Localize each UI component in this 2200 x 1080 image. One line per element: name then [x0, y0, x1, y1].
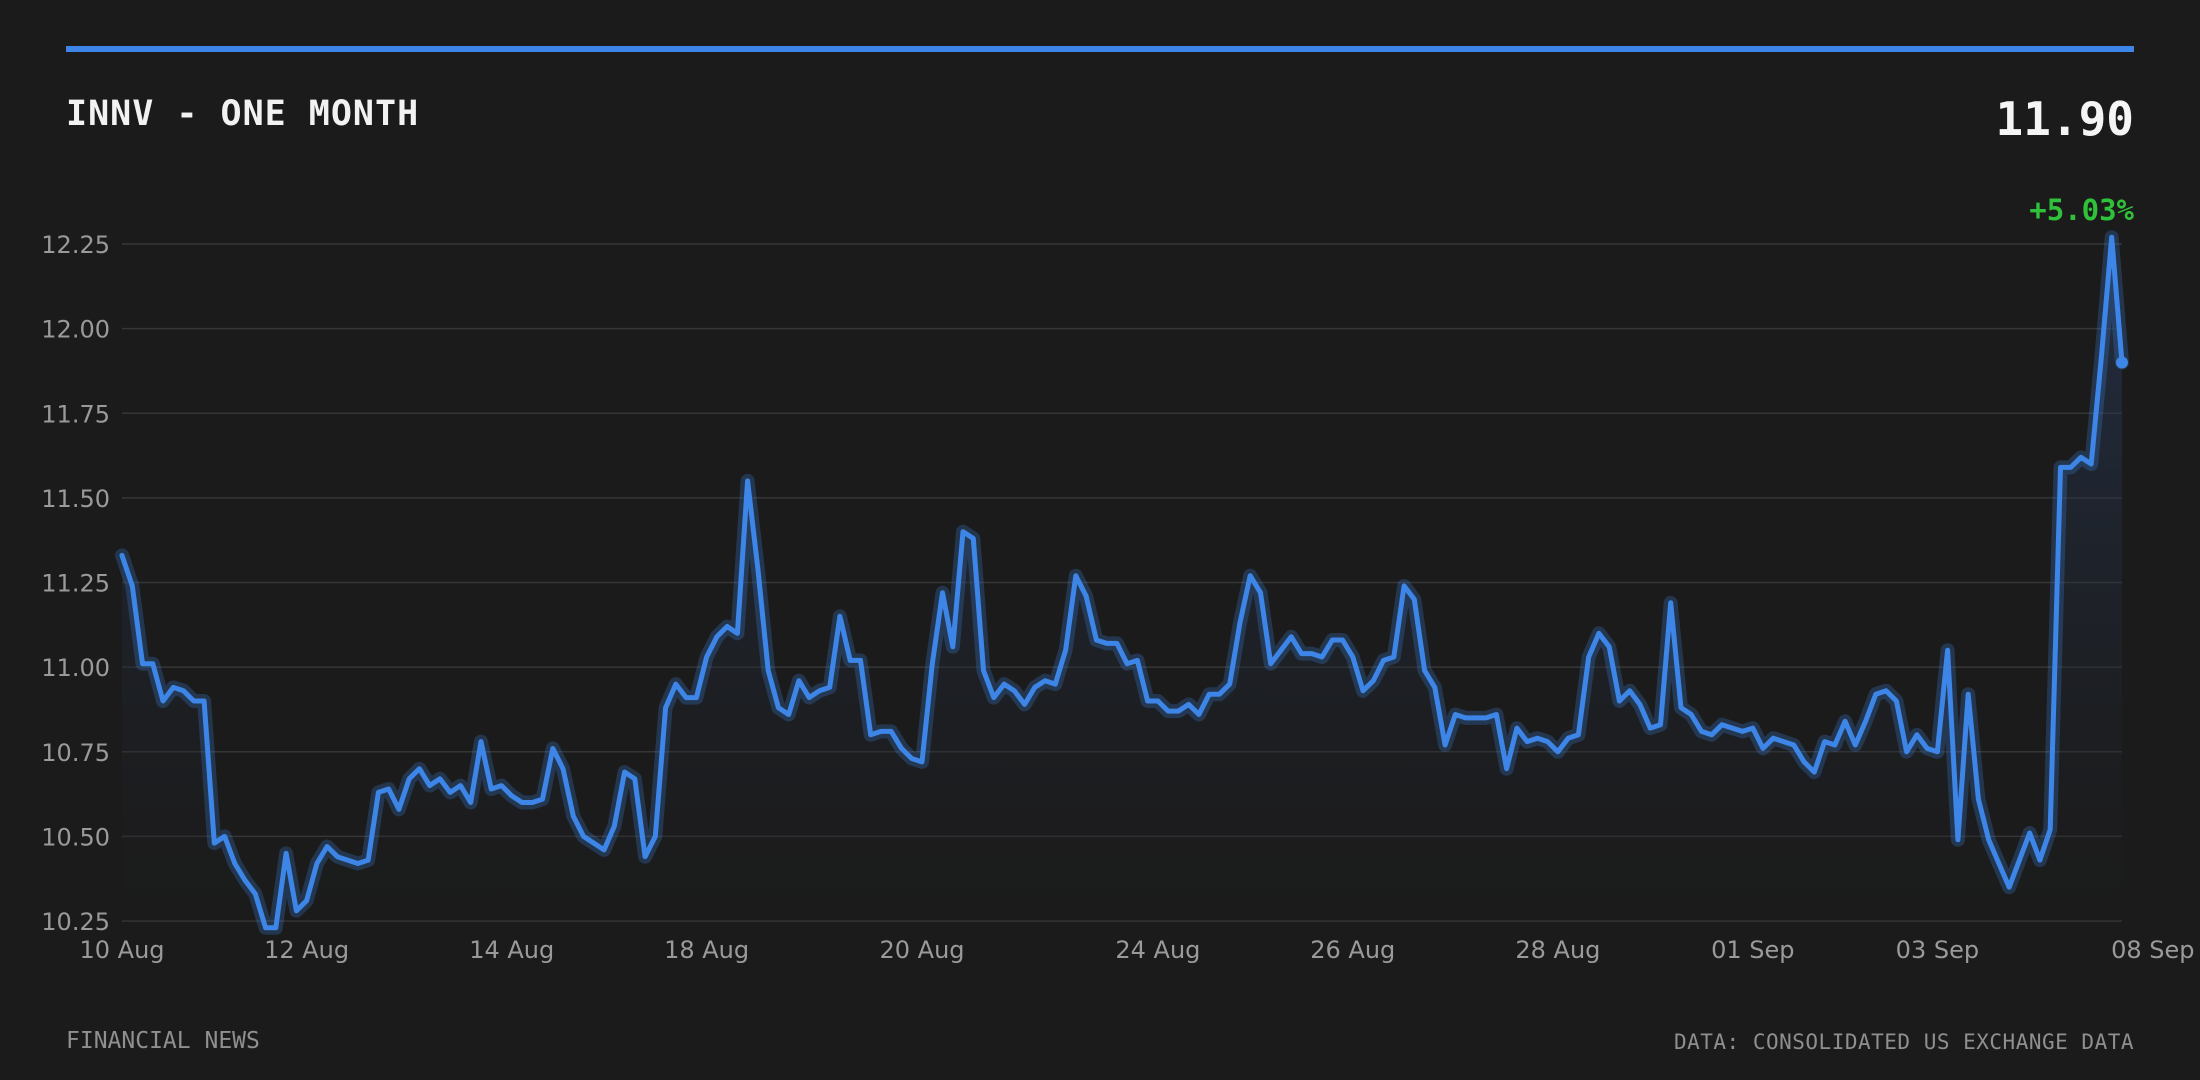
y-tick-label: 12.25	[41, 231, 110, 259]
y-tick-label: 11.50	[41, 485, 110, 513]
accent-bar	[66, 46, 2134, 52]
x-tick-label: 24 Aug	[1115, 936, 1200, 964]
source-label: FINANCIAL NEWS	[66, 1028, 260, 1054]
x-tick-label: 01 Sep	[1711, 936, 1794, 964]
y-tick-label: 11.00	[41, 654, 110, 682]
y-tick-label: 10.25	[41, 908, 110, 936]
chart-title: INNV - ONE MONTH	[66, 94, 420, 134]
x-tick-label: 26 Aug	[1310, 936, 1395, 964]
x-tick-label: 18 Aug	[664, 936, 749, 964]
y-tick-label: 11.75	[41, 400, 110, 428]
x-tick-label: 14 Aug	[469, 936, 554, 964]
y-tick-label: 10.50	[41, 823, 110, 851]
x-tick-label: 08 Sep	[2111, 936, 2194, 964]
y-tick-label: 12.00	[41, 316, 110, 344]
x-tick-label: 10 Aug	[79, 936, 164, 964]
y-tick-label: 10.75	[41, 739, 110, 767]
last-price-dot	[2116, 356, 2128, 369]
price-line	[119, 234, 2125, 931]
current-price: 11.90	[1995, 92, 2134, 146]
x-tick-label: 20 Aug	[879, 936, 964, 964]
x-tick-label: 12 Aug	[264, 936, 349, 964]
y-tick-label: 11.25	[41, 570, 110, 598]
data-attribution: DATA: CONSOLIDATED US EXCHANGE DATA	[1673, 1030, 2134, 1054]
y-axis: 12.25 12.00 11.75 11.50 11.25 11.00 10.75 10.50…	[41, 231, 110, 936]
price-change-badge: +5.03%	[2029, 193, 2134, 227]
x-tick-label: 03 Sep	[1896, 936, 1979, 964]
x-axis: 10 Aug 12 Aug 14 Aug 18 Aug 20 Aug 24 Aug 26 A…	[79, 936, 2194, 964]
x-tick-label: 28 Aug	[1515, 936, 1600, 964]
price-area-fill	[122, 237, 2122, 928]
